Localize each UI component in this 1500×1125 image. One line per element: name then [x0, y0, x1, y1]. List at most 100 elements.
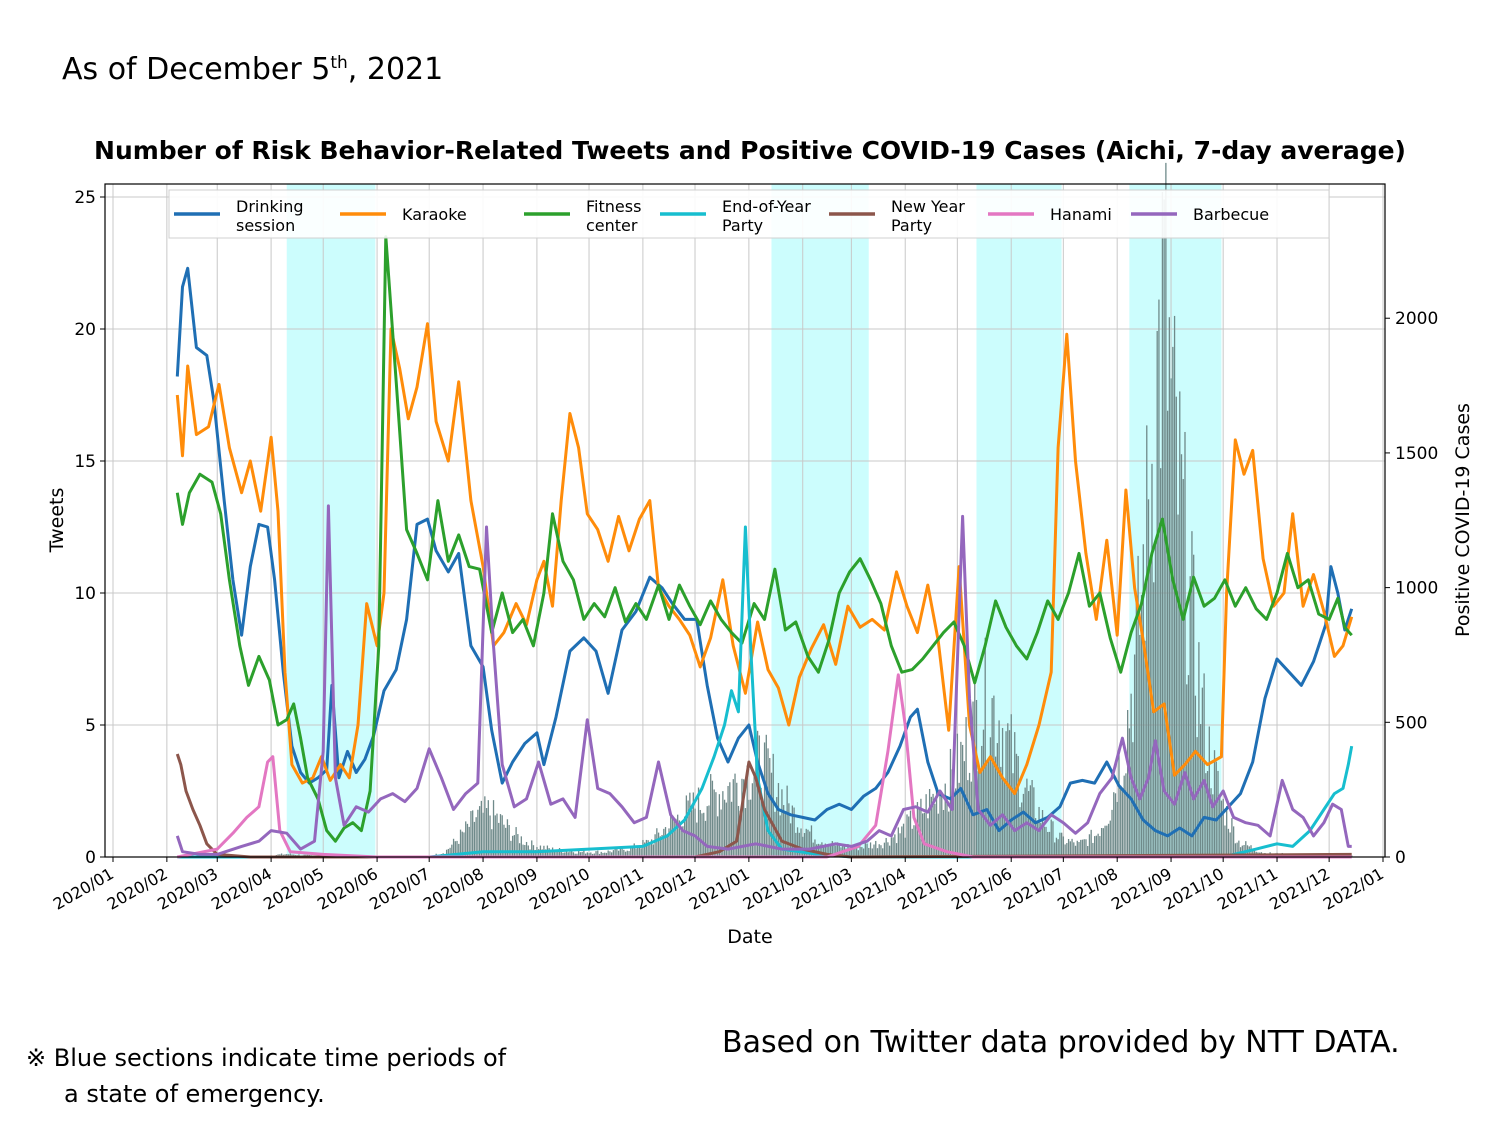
- cases-bar: [499, 814, 502, 857]
- cases-bar: [925, 794, 927, 857]
- cases-bar: [553, 851, 555, 857]
- cases-bar: [703, 812, 705, 857]
- cases-bar: [1180, 454, 1183, 857]
- legend-label: Party: [722, 216, 763, 235]
- cases-bar: [583, 850, 585, 857]
- cases-bar: [666, 836, 668, 857]
- cases-bar: [866, 843, 868, 857]
- cases-bar: [1125, 773, 1127, 857]
- cases-bar: [1203, 673, 1205, 857]
- cases-bar: [576, 853, 578, 857]
- cases-bar: [496, 813, 498, 857]
- cases-bar: [680, 829, 682, 857]
- cases-bar: [1144, 640, 1146, 857]
- cases-bar: [664, 827, 667, 857]
- cases-bar: [984, 637, 986, 857]
- legend-label: Hanami: [1050, 205, 1112, 224]
- cases-bar: [1154, 544, 1157, 857]
- cases-bar: [697, 787, 700, 857]
- cases-bar: [1052, 821, 1054, 857]
- x-tick-label: 2021/07: [1000, 864, 1067, 914]
- cases-bar: [525, 841, 528, 857]
- cases-bar: [644, 842, 646, 857]
- cases-bar: [619, 847, 622, 857]
- cases-bar: [1057, 839, 1059, 857]
- cases-bar: [650, 839, 653, 857]
- cases-bar: [1238, 840, 1240, 857]
- x-axis-label: Date: [727, 926, 772, 948]
- cases-bar: [1113, 792, 1115, 857]
- cases-bar: [531, 840, 533, 857]
- cases-bar: [458, 843, 460, 857]
- cases-bar: [1179, 391, 1181, 857]
- legend-label: Karaoke: [402, 205, 467, 224]
- cases-bar: [1019, 807, 1021, 857]
- cases-bar: [1229, 832, 1231, 857]
- cases-bar: [623, 849, 625, 857]
- cases-bar: [1118, 754, 1120, 857]
- cases-bar: [586, 852, 588, 857]
- x-tick-label: 2021/10: [1160, 864, 1227, 914]
- cases-bar: [612, 850, 615, 857]
- cases-bar: [668, 828, 670, 857]
- cases-bar: [565, 850, 568, 857]
- cases-bar: [798, 832, 800, 857]
- cases-bar: [1104, 825, 1106, 857]
- cases-bar: [831, 841, 833, 857]
- cases-bar: [1012, 773, 1014, 857]
- cases-bar: [1128, 728, 1131, 857]
- cases-bar: [1194, 695, 1197, 857]
- cases-bar: [534, 849, 536, 857]
- cases-bar: [989, 737, 992, 857]
- cases-bar: [475, 817, 477, 857]
- cases-bar: [645, 839, 648, 857]
- cases-bar: [704, 820, 707, 857]
- cases-bar: [1000, 766, 1002, 857]
- cases-bar: [913, 825, 915, 857]
- cases-bar: [708, 805, 710, 857]
- legend-label: center: [586, 216, 638, 235]
- cases-bar: [638, 847, 641, 857]
- cases-bar: [1135, 602, 1137, 857]
- cases-bar: [1121, 788, 1124, 857]
- cases-bar: [899, 833, 901, 857]
- cases-bar: [480, 800, 483, 857]
- cases-bar: [1139, 634, 1141, 857]
- cases-bar: [1245, 841, 1247, 857]
- cases-bar: [513, 835, 516, 857]
- x-tick-label: 2021/05: [894, 864, 961, 914]
- cases-bar: [739, 810, 741, 857]
- cases-bar: [692, 792, 694, 857]
- cases-bar: [748, 799, 750, 857]
- cases-bar: [998, 720, 1000, 857]
- cases-bar: [1059, 832, 1061, 857]
- cases-bar: [673, 820, 675, 857]
- cases-bar: [670, 815, 672, 857]
- cases-bar: [656, 828, 658, 857]
- cases-bar: [614, 848, 616, 857]
- cases-bar: [626, 850, 628, 857]
- cases-bar: [942, 809, 945, 857]
- cases-bar: [611, 852, 613, 857]
- cases-bar: [861, 847, 863, 857]
- cases-bar: [1212, 794, 1214, 857]
- y2-tick-label: 2000: [1395, 309, 1438, 329]
- cases-bar: [711, 780, 714, 857]
- cases-bar: [494, 815, 496, 857]
- cases-bar: [781, 789, 783, 857]
- cases-bar: [454, 841, 456, 857]
- cases-bar: [1170, 378, 1172, 857]
- cases-bar: [810, 825, 813, 857]
- cases-bar: [647, 840, 649, 857]
- cases-bar: [963, 761, 965, 857]
- x-tick-label: 2020/10: [526, 864, 593, 914]
- cases-bar: [890, 837, 893, 857]
- as-of-date: As of December 5th, 2021: [62, 52, 444, 87]
- cases-bar: [1034, 818, 1037, 857]
- cases-bar: [734, 773, 736, 857]
- cases-bar: [1017, 756, 1019, 857]
- cases-bar: [934, 803, 936, 857]
- cases-bar: [882, 848, 884, 857]
- cases-bar: [489, 815, 491, 857]
- cases-bar: [935, 787, 938, 857]
